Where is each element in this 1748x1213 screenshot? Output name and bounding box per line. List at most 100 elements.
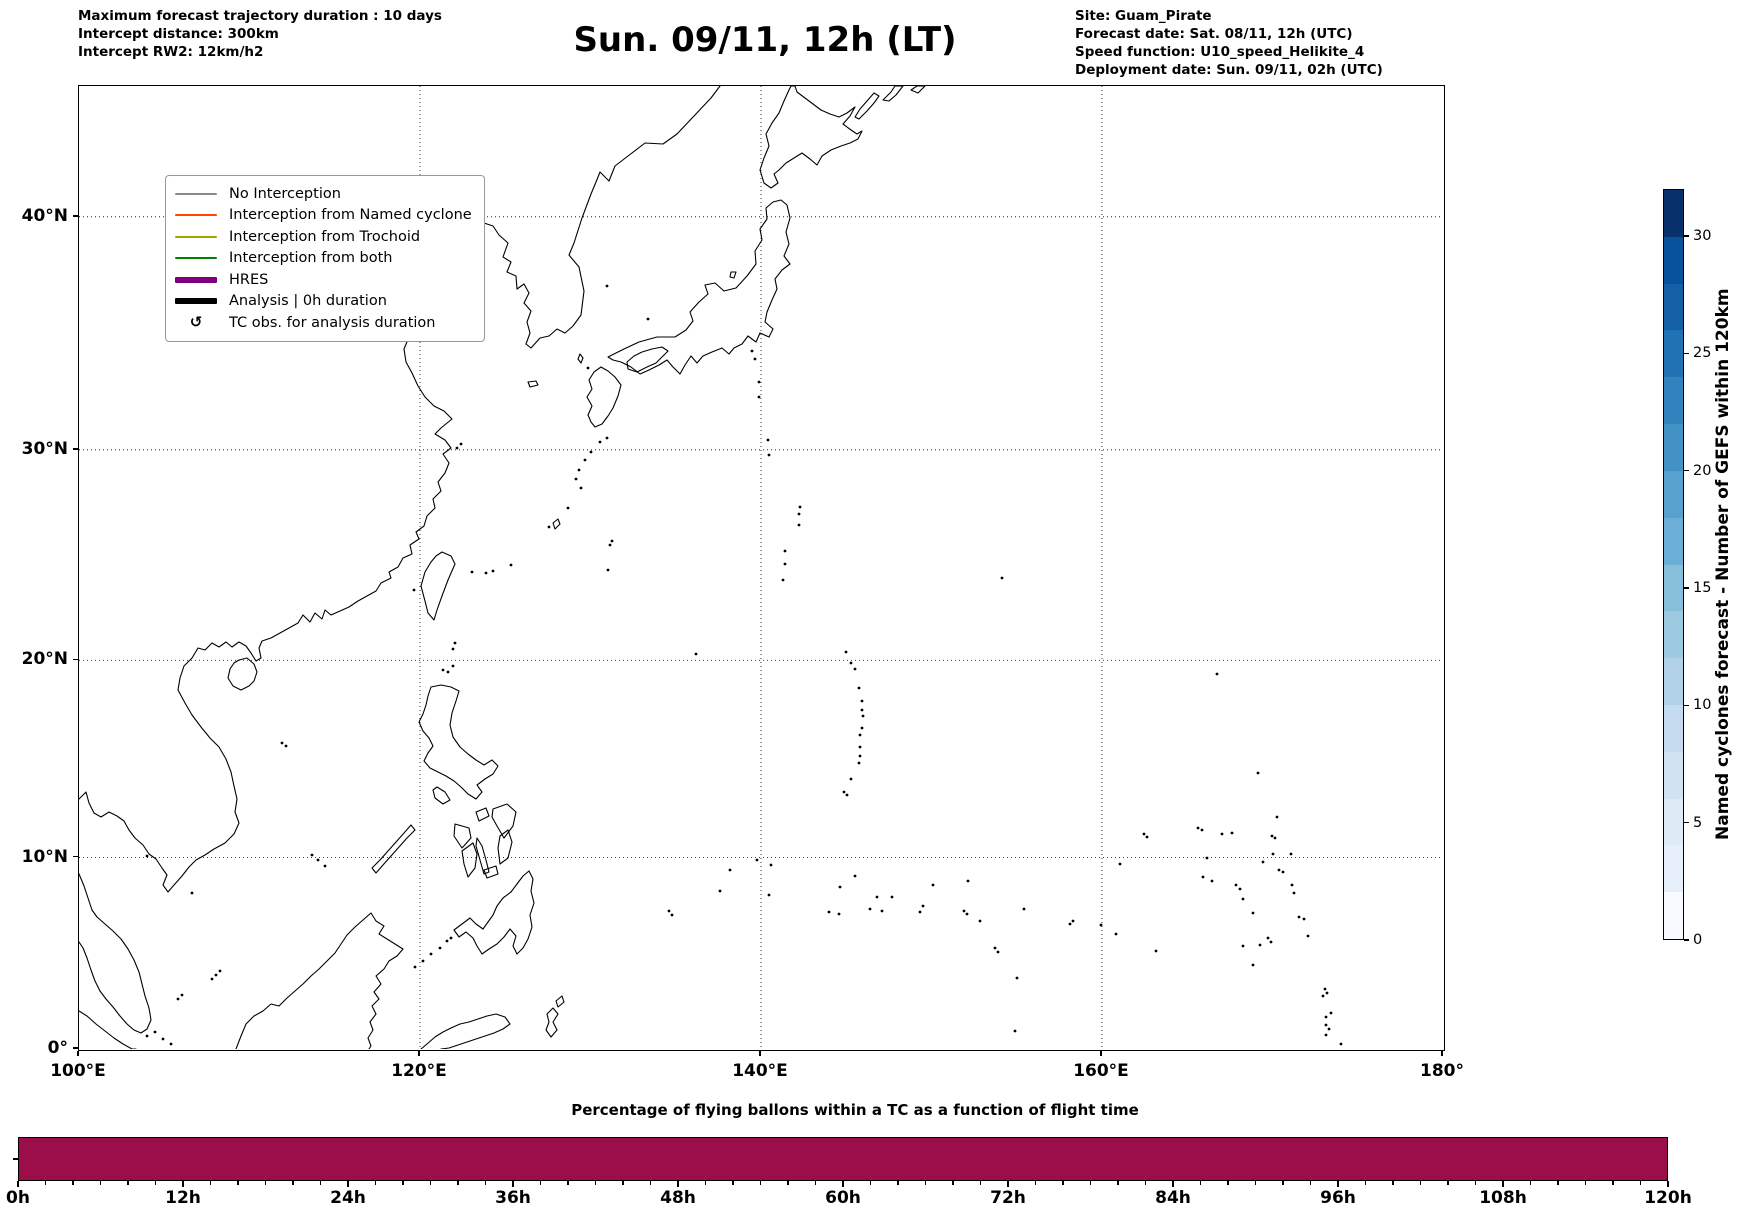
header-left-line: Intercept distance: 300km bbox=[78, 26, 279, 42]
bottom-minor-tick bbox=[1364, 1181, 1367, 1185]
bottom-minor-tick bbox=[72, 1181, 74, 1185]
colorbar-segment bbox=[1664, 798, 1683, 846]
bottom-minor-tick bbox=[44, 1181, 47, 1185]
colorbar-segment bbox=[1664, 283, 1683, 331]
bottom-minor-tick bbox=[704, 1181, 707, 1185]
colorbar-tick-label: 5 bbox=[1693, 814, 1703, 831]
legend-label: Interception from both bbox=[229, 250, 393, 267]
bottom-minor-tick bbox=[1392, 1181, 1394, 1185]
bottom-major-tick bbox=[1667, 1181, 1669, 1187]
colorbar-tick-mark bbox=[1684, 704, 1689, 706]
bottom-minor-tick bbox=[759, 1181, 762, 1185]
colorbar-segment bbox=[1664, 751, 1683, 799]
header-right-line: Forecast date: Sat. 08/11, 12h (UTC) bbox=[1075, 26, 1353, 42]
colorbar-tick-mark bbox=[1684, 235, 1689, 237]
bottom-minor-tick bbox=[127, 1181, 129, 1185]
colorbar-segment bbox=[1664, 517, 1683, 565]
bottom-tick-label: 0h bbox=[6, 1188, 30, 1208]
y-tick-label: 20°N bbox=[21, 649, 68, 670]
bottom-minor-tick bbox=[1639, 1181, 1642, 1185]
bottom-major-tick bbox=[512, 1181, 514, 1187]
bottom-chart-title: Percentage of flying ballons within a TC… bbox=[571, 1101, 1139, 1119]
colorbar-tick-mark bbox=[1684, 821, 1689, 824]
bottom-minor-tick bbox=[1447, 1181, 1449, 1185]
legend-item: Interception from Trochoid bbox=[175, 226, 472, 248]
colorbar-segment bbox=[1664, 470, 1683, 518]
y-tick-label: 10°N bbox=[21, 846, 68, 867]
colorbar-segment bbox=[1664, 658, 1683, 705]
header-right-line: Deployment date: Sun. 09/11, 02h (UTC) bbox=[1075, 62, 1383, 78]
bottom-minor-tick bbox=[594, 1181, 597, 1185]
bottom-minor-tick bbox=[264, 1181, 267, 1185]
legend-label: Analysis | 0h duration bbox=[229, 293, 387, 310]
bottom-tick-label: 12h bbox=[165, 1188, 201, 1208]
colorbar-segment bbox=[1664, 236, 1683, 284]
bottom-minor-tick bbox=[1034, 1181, 1037, 1185]
map-legend: No Interception Interception from Named c… bbox=[165, 175, 485, 342]
bottom-minor-tick bbox=[622, 1181, 624, 1185]
y-tick-label: 40°N bbox=[21, 205, 68, 226]
legend-line-sample bbox=[175, 214, 217, 217]
legend-sample: ↺ bbox=[175, 315, 217, 330]
bottom-minor-tick bbox=[1144, 1181, 1147, 1185]
bottom-minor-tick bbox=[374, 1181, 377, 1185]
bottom-minor-tick bbox=[402, 1181, 404, 1185]
legend-line-sample bbox=[175, 192, 217, 195]
page-title: Sun. 09/11, 12h (LT) bbox=[573, 20, 957, 60]
bottom-minor-tick bbox=[567, 1181, 569, 1185]
colorbar-tick-label: 15 bbox=[1693, 579, 1712, 596]
x-tick-mark bbox=[1441, 1051, 1443, 1056]
header-left-info: Maximum forecast trajectory duration : 1… bbox=[78, 7, 442, 61]
legend-label: Interception from Trochoid bbox=[229, 228, 421, 245]
bottom-tick-label: 60h bbox=[825, 1188, 861, 1208]
legend-sample bbox=[175, 235, 217, 238]
bottom-minor-tick bbox=[1612, 1181, 1614, 1185]
bottom-minor-tick bbox=[1199, 1181, 1202, 1185]
bottom-minor-tick bbox=[484, 1181, 487, 1185]
legend-item: Interception from Named cyclone bbox=[175, 205, 472, 227]
y-tick-mark bbox=[73, 448, 78, 450]
bottom-minor-tick bbox=[1529, 1181, 1532, 1185]
colorbar-segment bbox=[1664, 892, 1683, 939]
colorbar-segment bbox=[1664, 611, 1683, 659]
colorbar-label: Named cyclones forecast - Number of GEFS… bbox=[1713, 288, 1733, 841]
bottom-minor-tick bbox=[319, 1181, 322, 1185]
bottom-y-tick-mark bbox=[13, 1158, 18, 1160]
bottom-major-tick bbox=[1337, 1181, 1339, 1187]
bottom-tick-label: 108h bbox=[1479, 1188, 1527, 1208]
colorbar-segment bbox=[1664, 377, 1683, 425]
bottom-minor-tick bbox=[1309, 1181, 1312, 1185]
bottom-minor-tick bbox=[897, 1181, 899, 1185]
legend-line-sample bbox=[175, 276, 217, 283]
bottom-minor-tick bbox=[209, 1181, 212, 1185]
bottom-major-tick bbox=[842, 1181, 844, 1187]
y-tick-mark bbox=[73, 215, 78, 217]
bottom-chart-bar bbox=[18, 1137, 1668, 1181]
bottom-major-tick bbox=[1502, 1181, 1504, 1187]
colorbar-segment bbox=[1664, 564, 1683, 612]
legend-item: Interception from both bbox=[175, 248, 472, 270]
legend-line-sample bbox=[175, 257, 217, 260]
colorbar-tick-mark bbox=[1684, 352, 1689, 354]
header-right-info: Site: Guam_Pirate Forecast date: Sat. 08/… bbox=[1075, 7, 1383, 79]
legend-item: Analysis | 0h duration bbox=[175, 291, 472, 313]
colorbar bbox=[1663, 189, 1684, 940]
colorbar-tick-label: 30 bbox=[1693, 227, 1712, 244]
bottom-minor-tick bbox=[869, 1181, 872, 1185]
y-tick-label: 30°N bbox=[21, 438, 68, 459]
bottom-tick-label: 120h bbox=[1644, 1188, 1692, 1208]
x-tick-label: 160°E bbox=[1073, 1061, 1129, 1081]
header-left-line: Intercept RW2: 12km/h2 bbox=[78, 44, 264, 60]
colorbar-tick-mark bbox=[1684, 939, 1689, 941]
y-tick-label: 0° bbox=[47, 1038, 68, 1058]
x-tick-label: 100°E bbox=[50, 1061, 106, 1081]
bottom-minor-tick bbox=[649, 1181, 652, 1185]
bottom-minor-tick bbox=[1557, 1181, 1559, 1185]
x-tick-label: 180° bbox=[1420, 1061, 1464, 1081]
legend-sample bbox=[175, 276, 217, 283]
bottom-major-tick bbox=[1172, 1181, 1174, 1187]
legend-sample bbox=[175, 192, 217, 195]
legend-label: No Interception bbox=[229, 185, 341, 202]
bottom-major-tick bbox=[677, 1181, 679, 1187]
